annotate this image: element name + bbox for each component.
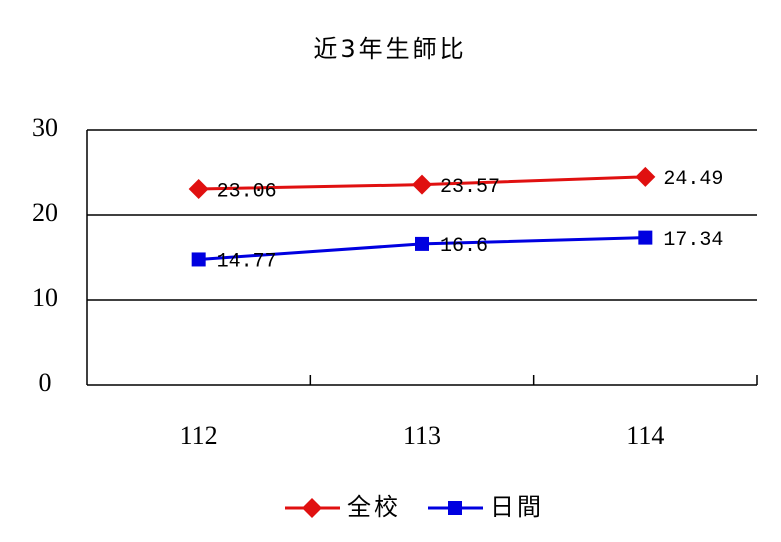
x-tick-label: 114 bbox=[626, 421, 664, 450]
y-tick-label: 10 bbox=[32, 283, 58, 312]
y-tick-label: 20 bbox=[32, 198, 58, 227]
y-tick-label: 0 bbox=[39, 368, 52, 397]
value-label: 24.49 bbox=[663, 168, 723, 191]
point bbox=[191, 252, 206, 267]
legend-label: 全校 bbox=[347, 493, 401, 521]
point bbox=[638, 230, 653, 245]
legend-marker bbox=[448, 501, 462, 515]
value-label: 16.6 bbox=[440, 235, 488, 258]
value-label: 14.77 bbox=[217, 251, 277, 274]
legend-marker bbox=[302, 498, 322, 518]
point bbox=[415, 236, 429, 251]
legend-label: 日間 bbox=[490, 493, 544, 521]
point bbox=[412, 174, 432, 195]
point bbox=[635, 166, 656, 187]
y-tick-label: 30 bbox=[32, 113, 58, 142]
value-label: 23.57 bbox=[440, 176, 500, 199]
value-label: 17.34 bbox=[663, 229, 723, 252]
x-tick-label: 112 bbox=[180, 421, 218, 450]
chart-title: 近3年生師比 bbox=[313, 35, 466, 63]
value-label: 23.06 bbox=[217, 180, 277, 203]
x-tick-label: 113 bbox=[403, 421, 441, 450]
point bbox=[188, 178, 209, 199]
